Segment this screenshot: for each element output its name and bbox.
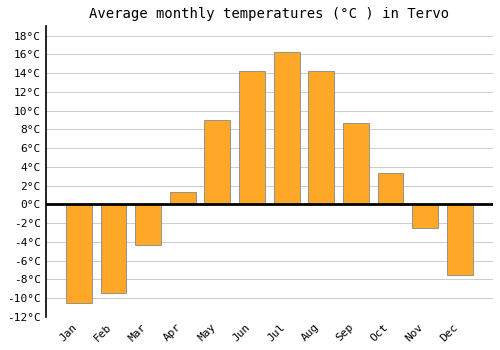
Bar: [170, 192, 196, 204]
Bar: [412, 204, 438, 228]
Bar: [239, 71, 265, 204]
Bar: [100, 204, 126, 293]
Bar: [204, 120, 231, 204]
Title: Average monthly temperatures (°C ) in Tervo: Average monthly temperatures (°C ) in Te…: [89, 7, 450, 21]
Bar: [308, 71, 334, 204]
Bar: [66, 204, 92, 303]
Bar: [378, 173, 404, 204]
Bar: [274, 51, 299, 204]
Bar: [135, 204, 161, 245]
Bar: [446, 204, 472, 275]
Bar: [343, 123, 369, 204]
